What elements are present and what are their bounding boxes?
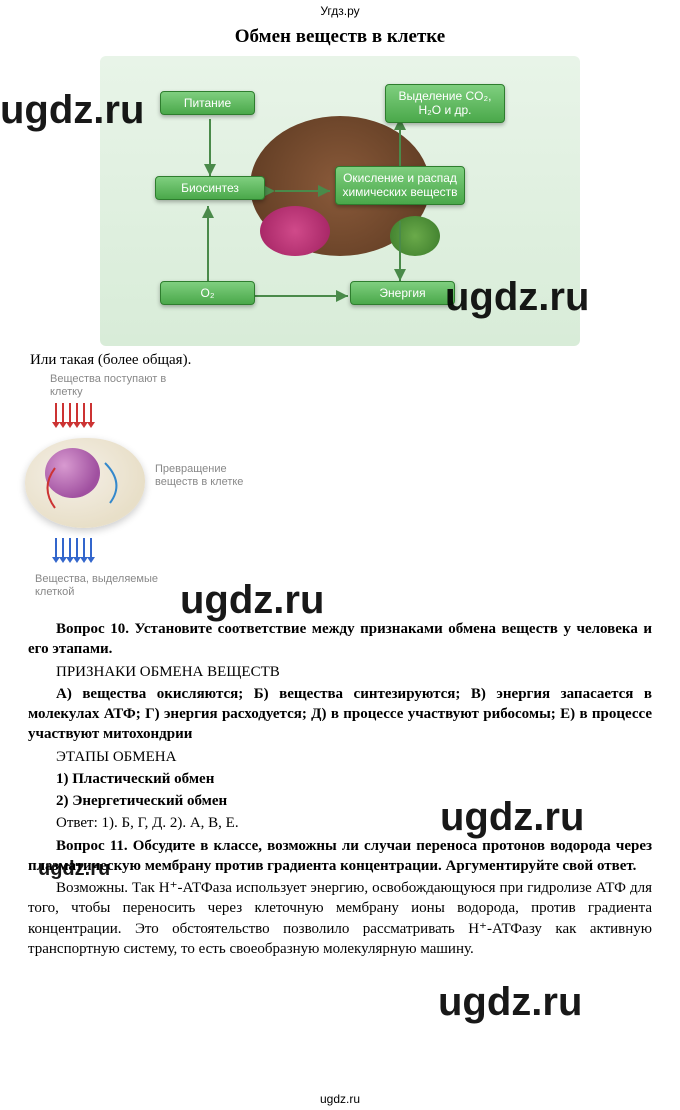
watermark-text: ugdz.ru — [438, 980, 582, 1025]
q10-sub2: ЭТАПЫ ОБМЕНА — [28, 747, 652, 767]
metabolism-diagram: Питание Выделение CO₂, H₂O и др. Биосинт… — [100, 56, 580, 346]
q10-options: А) вещества окисляются; Б) вещества синт… — [28, 684, 652, 745]
diagram-caption: Или такая (более общая). — [30, 352, 680, 369]
node-biosynthesis: Биосинтез — [155, 176, 265, 200]
q10-stage1: 1) Пластический обмен — [28, 769, 652, 789]
cell-shape — [25, 438, 145, 528]
node-o2: O₂ — [160, 281, 255, 305]
site-footer: ugdz.ru — [0, 1092, 680, 1106]
cell-organelle-blob — [390, 216, 440, 256]
node-oxidation: Окисление и распад химических веществ — [335, 166, 465, 205]
q10-answer: Ответ: 1). Б, Г, Д. 2). А, В, Е. — [28, 813, 652, 833]
arrows-in-red — [55, 403, 92, 423]
diagram-title: Обмен веществ в клетке — [0, 26, 680, 48]
cell-exchange-diagram: Вещества поступают в клетку Превращение … — [20, 373, 250, 613]
q11-heading: Вопрос 11. Обсудите в классе, возможны л… — [28, 836, 652, 877]
q10-stage2: 2) Энергетический обмен — [28, 791, 652, 811]
q10-heading: Вопрос 10. Установите соответствие между… — [28, 619, 652, 660]
node-nutrition: Питание — [160, 91, 255, 115]
label-substances-out: Вещества, выделяемые клеткой — [35, 573, 185, 599]
arrows-out-blue — [55, 538, 92, 558]
cell-organelle-blob — [260, 206, 330, 256]
node-excretion: Выделение CO₂, H₂O и др. — [385, 84, 505, 123]
text-content: Вопрос 10. Установите соответствие между… — [0, 613, 680, 959]
cell-cycle-arrows — [25, 438, 145, 528]
q11-body: Возможны. Так H⁺-АТФаза использует энерг… — [28, 878, 652, 959]
q10-sub1: ПРИЗНАКИ ОБМЕНА ВЕЩЕСТВ — [28, 662, 652, 682]
label-substances-in: Вещества поступают в клетку — [50, 373, 170, 399]
site-header: Угдз.ру — [0, 0, 680, 22]
node-energy: Энергия — [350, 281, 455, 305]
label-transform: Превращение веществ в клетке — [155, 463, 245, 489]
